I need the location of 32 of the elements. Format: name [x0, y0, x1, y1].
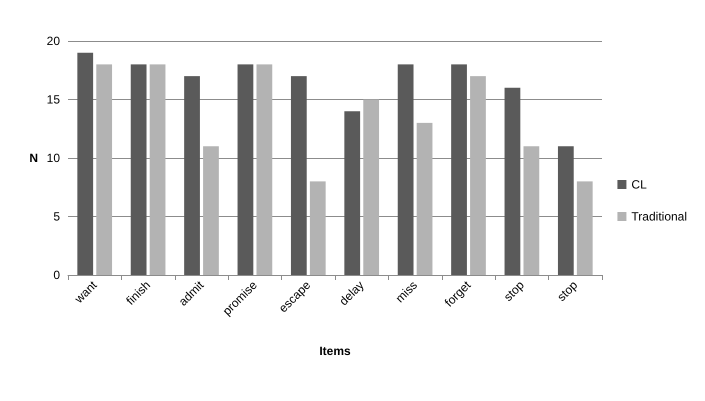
x-tick-label: stop [500, 278, 528, 304]
bar [504, 88, 520, 275]
x-tick-label: stop [554, 278, 580, 304]
bar [576, 181, 593, 275]
bar [451, 64, 467, 275]
bar [203, 146, 219, 275]
bar [238, 64, 254, 275]
y-axis-title: N [29, 151, 38, 165]
y-tick-label: 20 [46, 34, 60, 48]
bar [398, 64, 414, 275]
bar [77, 52, 94, 275]
bar [150, 64, 166, 275]
bar [523, 146, 540, 275]
y-tick-label: 10 [46, 151, 60, 165]
bar [558, 146, 574, 275]
bar [96, 64, 112, 275]
y-tick-label: 15 [46, 92, 60, 106]
legend-label: CL [631, 178, 648, 192]
y-tick-label: 5 [53, 210, 60, 224]
bar [470, 76, 486, 275]
bar [184, 76, 200, 275]
x-axis-title: Items [319, 344, 351, 358]
bar [256, 64, 272, 275]
bar [363, 100, 380, 275]
bar [344, 111, 360, 275]
legend-label: Traditional [631, 210, 688, 224]
bar [416, 122, 432, 275]
bar [290, 76, 307, 275]
bar [130, 64, 147, 275]
x-tick-label: miss [392, 278, 420, 306]
y-tick-label: 0 [53, 268, 60, 282]
bar [310, 181, 326, 275]
